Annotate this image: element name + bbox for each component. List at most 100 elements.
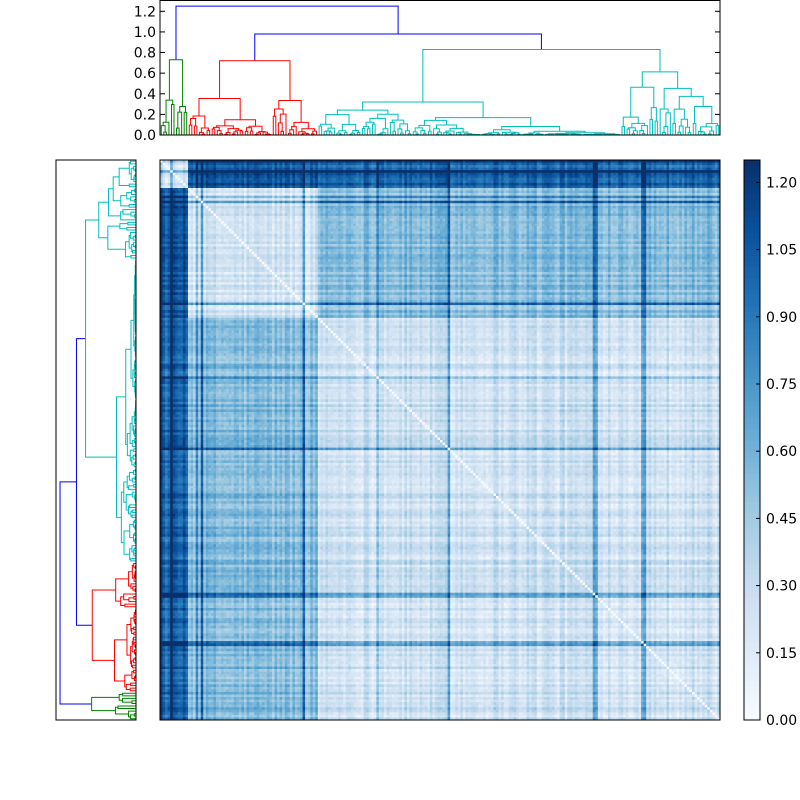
heatmap-cell xyxy=(269,198,273,202)
heatmap-cell xyxy=(483,172,487,176)
heatmap-cell xyxy=(256,203,260,207)
heatmap-cell xyxy=(312,208,316,212)
heatmap-cell xyxy=(328,210,331,214)
heatmap-cell xyxy=(470,175,474,179)
heatmap-cell xyxy=(246,177,250,181)
heatmap-cell xyxy=(389,185,392,189)
dendrogram-link xyxy=(678,125,684,135)
heatmap-cell xyxy=(501,198,504,202)
heatmap-cell xyxy=(653,198,657,202)
heatmap-cell xyxy=(447,162,451,166)
heatmap-cell xyxy=(483,208,487,212)
heatmap-cell xyxy=(368,203,372,207)
heatmap-cell xyxy=(292,185,296,189)
heatmap-cell xyxy=(544,172,548,176)
heatmap-cell xyxy=(414,180,418,184)
heatmap-cell xyxy=(531,203,535,207)
heatmap-cell xyxy=(503,190,507,194)
heatmap-cell xyxy=(358,180,362,184)
heatmap-cell xyxy=(590,167,594,171)
heatmap-cell xyxy=(412,175,415,179)
heatmap-cell xyxy=(493,160,497,163)
heatmap-cell xyxy=(656,190,660,194)
heatmap-cell xyxy=(434,210,438,214)
dendrogram-link xyxy=(708,133,712,135)
dendrogram-link xyxy=(694,105,713,124)
heatmap-cell xyxy=(228,208,232,212)
heatmap-cell xyxy=(404,203,408,207)
dendrogram-link xyxy=(133,596,136,600)
heatmap-cell xyxy=(717,182,721,186)
heatmap-cell xyxy=(462,203,466,207)
heatmap-cell xyxy=(445,165,448,168)
heatmap-cell xyxy=(460,195,464,199)
heatmap-cell xyxy=(399,175,403,179)
heatmap-cell xyxy=(317,182,321,186)
heatmap-cell xyxy=(600,162,604,166)
heatmap-cell xyxy=(287,198,291,202)
heatmap-cell xyxy=(613,198,616,202)
heatmap-cell xyxy=(694,177,698,181)
heatmap-cell xyxy=(488,208,492,212)
heatmap-cell xyxy=(195,177,199,181)
heatmap-cell xyxy=(539,165,543,168)
heatmap-cell xyxy=(389,177,392,181)
heatmap-cell xyxy=(615,160,619,163)
heatmap-cell xyxy=(557,175,560,179)
heatmap-cell xyxy=(557,208,560,212)
heatmap-cell xyxy=(518,185,522,189)
heatmap-cell xyxy=(625,185,629,189)
heatmap-cell xyxy=(162,193,166,196)
heatmap-cell xyxy=(205,167,209,171)
heatmap-cell xyxy=(401,205,405,209)
heatmap-cell xyxy=(686,180,690,184)
heatmap-cell xyxy=(669,198,672,202)
heatmap-cell xyxy=(401,180,405,184)
heatmap-cell xyxy=(546,188,550,191)
heatmap-cell xyxy=(516,188,520,191)
heatmap-cell xyxy=(506,203,510,207)
heatmap-cell xyxy=(264,170,268,174)
heatmap-cell xyxy=(610,160,614,163)
heatmap-cell xyxy=(172,210,176,214)
heatmap-cell xyxy=(284,190,288,194)
heatmap-cell xyxy=(669,165,672,168)
heatmap-cell xyxy=(707,167,711,171)
heatmap-cell xyxy=(256,162,260,166)
heatmap-cell xyxy=(595,175,599,179)
heatmap-cell xyxy=(221,182,224,186)
heatmap-cell xyxy=(396,160,400,163)
heatmap-cell xyxy=(417,165,420,168)
dendrogram-link xyxy=(219,133,223,135)
heatmap-cell xyxy=(554,188,558,191)
heatmap-cell xyxy=(554,175,558,179)
heatmap-cell xyxy=(259,177,263,181)
heatmap-cell xyxy=(712,175,716,179)
heatmap-cell xyxy=(300,195,303,199)
heatmap-cell xyxy=(485,185,489,189)
heatmap-cell xyxy=(465,208,469,212)
heatmap-cell xyxy=(541,180,545,184)
heatmap-cell xyxy=(536,203,540,207)
heatmap-cell xyxy=(592,182,596,186)
heatmap-cell xyxy=(241,172,245,176)
heatmap-cell xyxy=(679,167,683,171)
heatmap-cell xyxy=(648,182,652,186)
heatmap-cell xyxy=(310,205,314,209)
heatmap-cell xyxy=(361,167,364,171)
heatmap-cell xyxy=(534,188,538,191)
heatmap-cell xyxy=(386,172,390,176)
heatmap-cell xyxy=(442,172,446,176)
heatmap-cell xyxy=(384,172,387,176)
heatmap-cell xyxy=(203,165,207,168)
heatmap-cell xyxy=(686,208,690,212)
heatmap-cell xyxy=(399,170,403,174)
heatmap-cell xyxy=(597,170,601,174)
heatmap-cell xyxy=(450,180,454,184)
heatmap-cell xyxy=(544,162,548,166)
heatmap-cell xyxy=(613,172,616,176)
heatmap-cell xyxy=(689,195,693,199)
heatmap-cell xyxy=(712,162,716,166)
heatmap-cell xyxy=(633,177,637,181)
heatmap-cell xyxy=(437,165,441,168)
